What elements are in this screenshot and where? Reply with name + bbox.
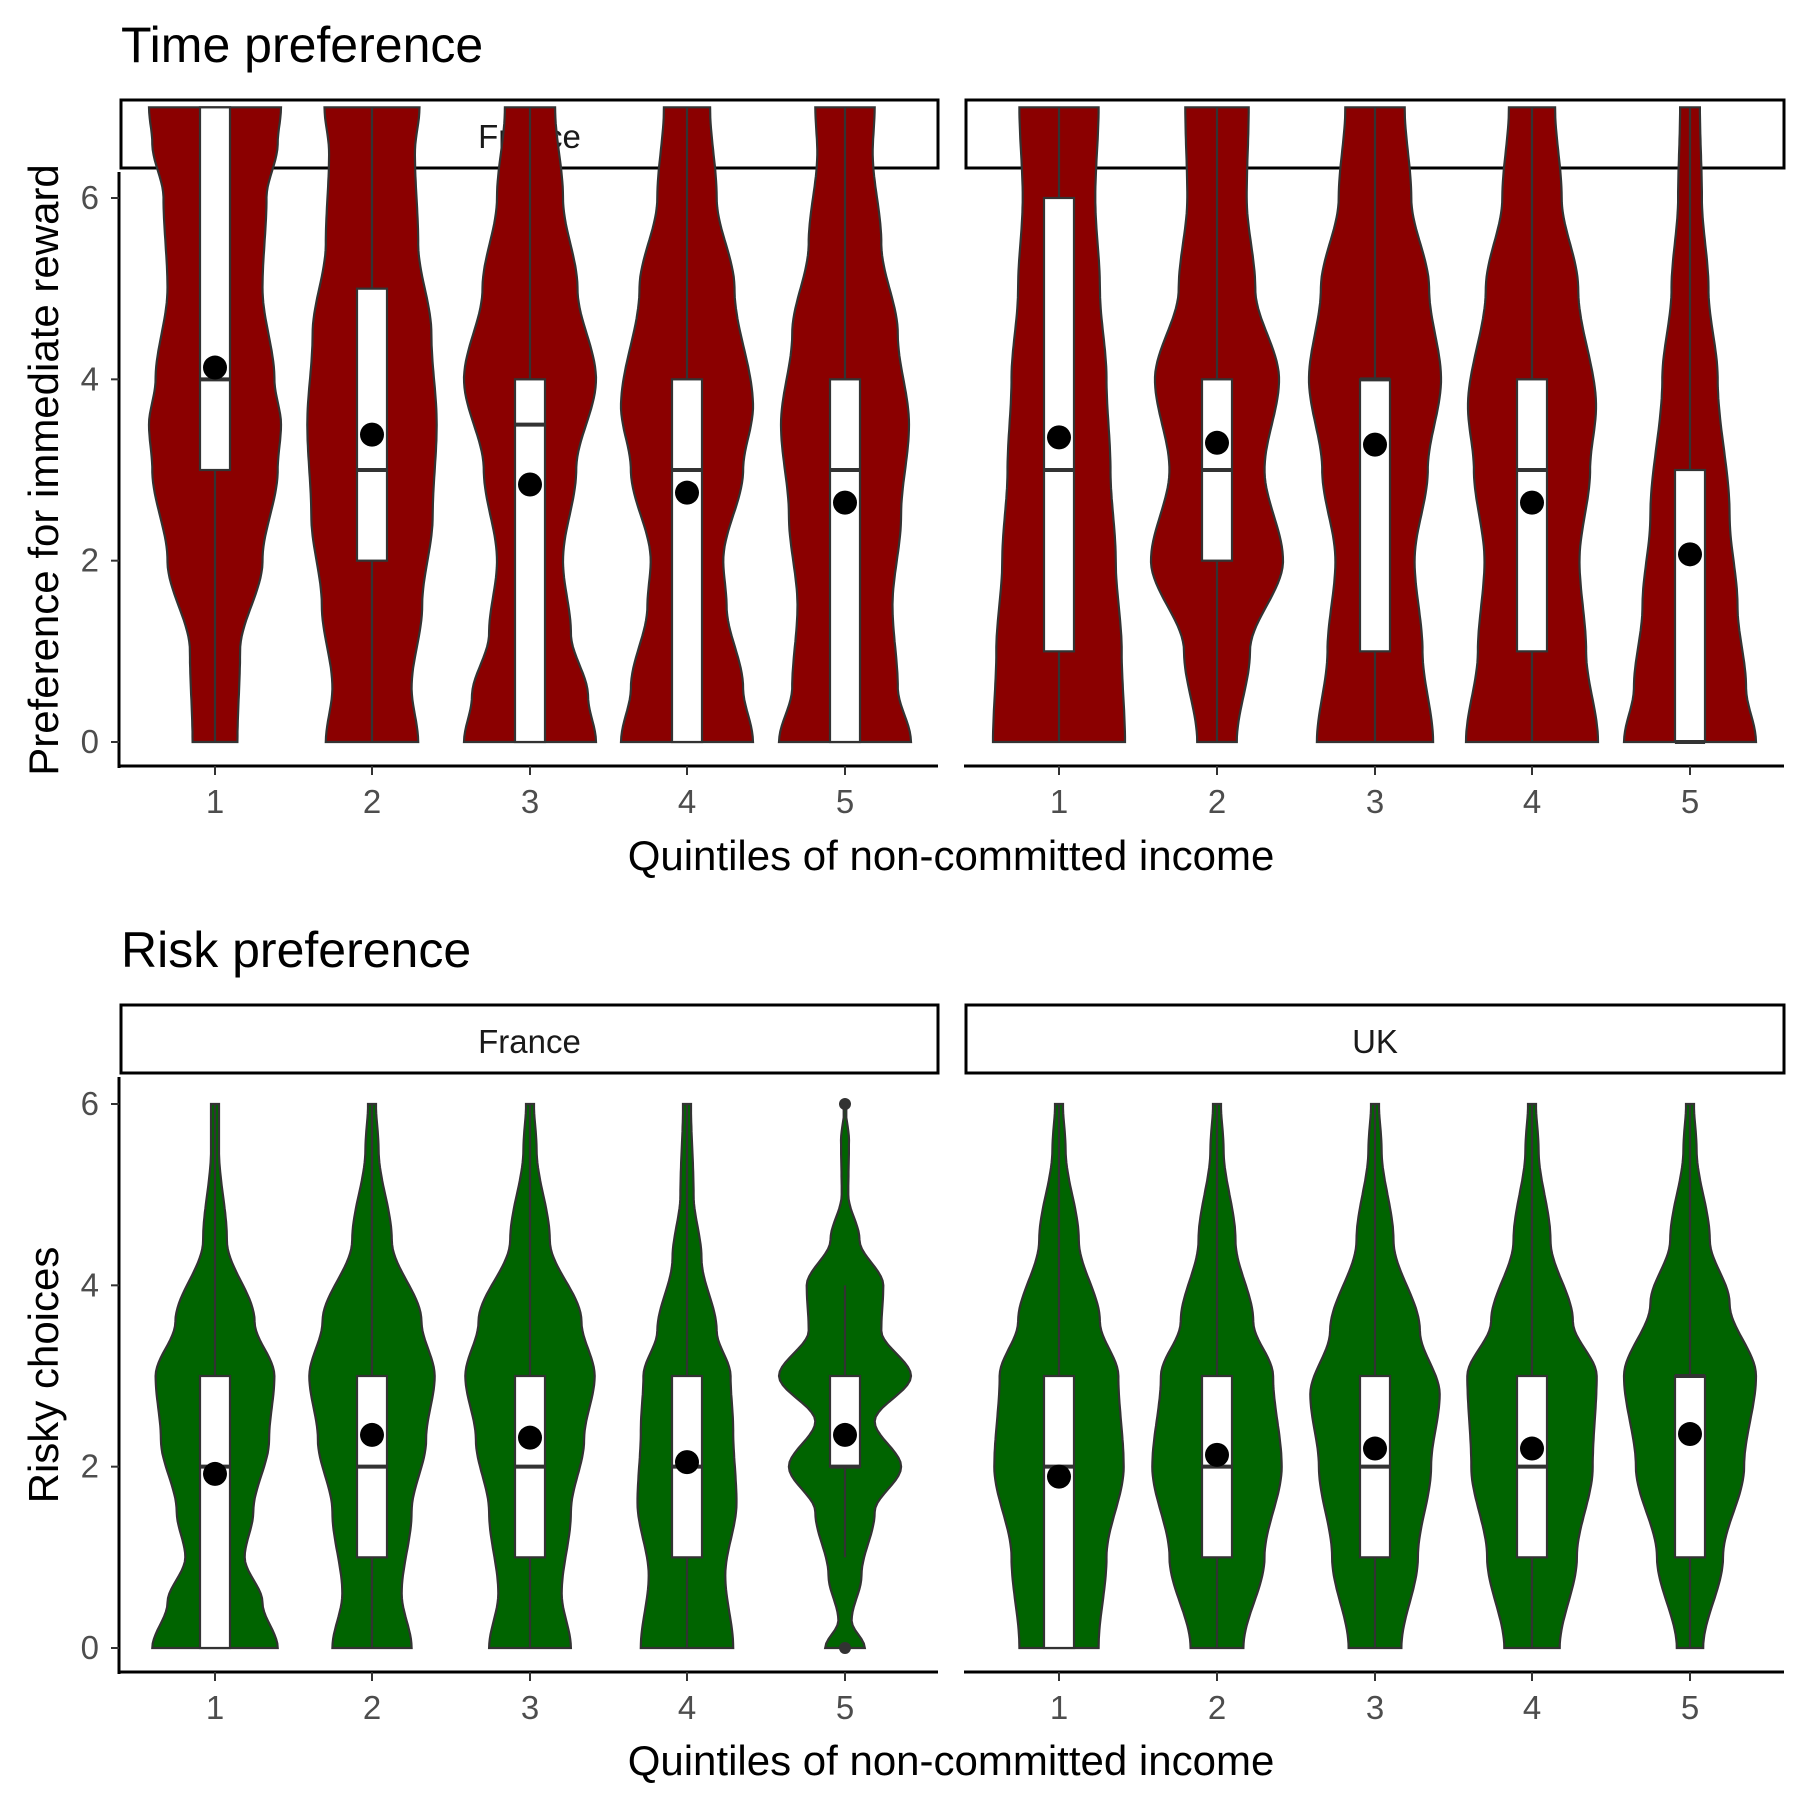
box bbox=[1042, 1374, 1076, 1650]
box bbox=[1358, 378, 1392, 653]
y-axis-title: Preference for immediate reward bbox=[20, 164, 67, 776]
x-tick-label: 3 bbox=[521, 1689, 539, 1726]
x-tick-label: 1 bbox=[1050, 783, 1068, 820]
x-tick-label: 2 bbox=[363, 1689, 381, 1726]
y-tick-label: 4 bbox=[81, 1266, 99, 1303]
box bbox=[513, 378, 547, 744]
x-tick-label: 5 bbox=[1681, 1689, 1699, 1726]
outlier-point bbox=[839, 1098, 851, 1110]
chart-title: Time preference bbox=[121, 17, 483, 73]
x-tick-label: 5 bbox=[836, 783, 854, 820]
y-axis-ticks: 0 2 4 6 bbox=[81, 179, 119, 760]
mean-point bbox=[518, 472, 542, 497]
x-axis-title: Quintiles of non-committed income bbox=[628, 832, 1275, 879]
mean-point bbox=[1047, 425, 1071, 450]
box bbox=[828, 378, 862, 744]
y-tick-label: 6 bbox=[81, 1085, 99, 1122]
x-tick-label: 4 bbox=[678, 783, 696, 820]
box bbox=[198, 1374, 232, 1650]
mean-point bbox=[360, 1422, 384, 1447]
mean-point bbox=[1678, 542, 1702, 567]
plot-area-uk bbox=[993, 1102, 1758, 1650]
mean-point bbox=[1520, 1436, 1544, 1461]
mean-point bbox=[1520, 490, 1544, 515]
mean-point bbox=[1363, 1436, 1387, 1461]
plot-area-france bbox=[151, 1098, 913, 1654]
x-tick-label: 2 bbox=[1208, 1689, 1226, 1726]
mean-point bbox=[203, 1461, 227, 1486]
y-tick-label: 6 bbox=[81, 179, 99, 216]
x-axis-ticks: 1 2 3 4 5 1 2 3 4 5 bbox=[206, 766, 1699, 820]
mean-point bbox=[1205, 430, 1229, 455]
x-tick-label: 4 bbox=[1523, 783, 1541, 820]
box bbox=[198, 106, 232, 472]
mean-point bbox=[1363, 432, 1387, 457]
y-tick-label: 4 bbox=[81, 360, 99, 397]
box bbox=[1515, 378, 1549, 653]
y-tick-label: 2 bbox=[81, 542, 99, 579]
mean-point bbox=[203, 355, 227, 380]
x-tick-label: 4 bbox=[678, 1689, 696, 1726]
y-tick-label: 0 bbox=[81, 1629, 99, 1666]
x-tick-label: 2 bbox=[1208, 783, 1226, 820]
facet-label-uk: UK bbox=[1352, 1023, 1398, 1060]
mean-point bbox=[1205, 1442, 1229, 1467]
box bbox=[828, 1374, 862, 1468]
x-tick-label: 4 bbox=[1523, 1689, 1541, 1726]
x-axis-ticks: 1 2 3 4 5 1 2 3 4 5 bbox=[206, 1672, 1699, 1726]
plot-area-france bbox=[147, 106, 913, 744]
facet-label-france: France bbox=[478, 1023, 581, 1060]
mean-point bbox=[833, 1422, 857, 1447]
outlier-point bbox=[839, 1642, 851, 1654]
y-axis-title: Risky choices bbox=[20, 1247, 67, 1504]
mean-point bbox=[1678, 1422, 1702, 1447]
x-tick-label: 1 bbox=[1050, 1689, 1068, 1726]
mean-point bbox=[1047, 1464, 1071, 1489]
plot-area-uk bbox=[991, 106, 1758, 744]
x-axis-title: Quintiles of non-committed income bbox=[628, 1737, 1275, 1784]
mean-point bbox=[518, 1425, 542, 1450]
x-tick-label: 5 bbox=[836, 1689, 854, 1726]
facet-strip-france bbox=[119, 1003, 940, 1075]
x-tick-label: 5 bbox=[1681, 783, 1699, 820]
chart-title: Risk preference bbox=[121, 922, 471, 978]
y-axis-ticks: 0 2 4 6 bbox=[81, 1085, 119, 1666]
mean-point bbox=[675, 1450, 699, 1475]
box bbox=[1042, 196, 1076, 653]
y-tick-label: 2 bbox=[81, 1448, 99, 1485]
mean-point bbox=[675, 480, 699, 505]
risk-preference-chart: Risk preference France UK 0 2 4 6 1 2 3 4 5 1 2 3 4… bbox=[20, 922, 1786, 1784]
y-tick-label: 0 bbox=[81, 723, 99, 760]
box bbox=[1673, 1374, 1707, 1559]
facet-strip-uk bbox=[964, 1003, 1786, 1075]
x-tick-label: 3 bbox=[1366, 783, 1384, 820]
x-tick-label: 1 bbox=[206, 1689, 224, 1726]
box bbox=[1673, 468, 1707, 744]
x-tick-label: 2 bbox=[363, 783, 381, 820]
box bbox=[670, 378, 704, 744]
x-tick-label: 1 bbox=[206, 783, 224, 820]
mean-point bbox=[833, 490, 857, 515]
x-tick-label: 3 bbox=[1366, 1689, 1384, 1726]
mean-point bbox=[360, 422, 384, 447]
x-tick-label: 3 bbox=[521, 783, 539, 820]
